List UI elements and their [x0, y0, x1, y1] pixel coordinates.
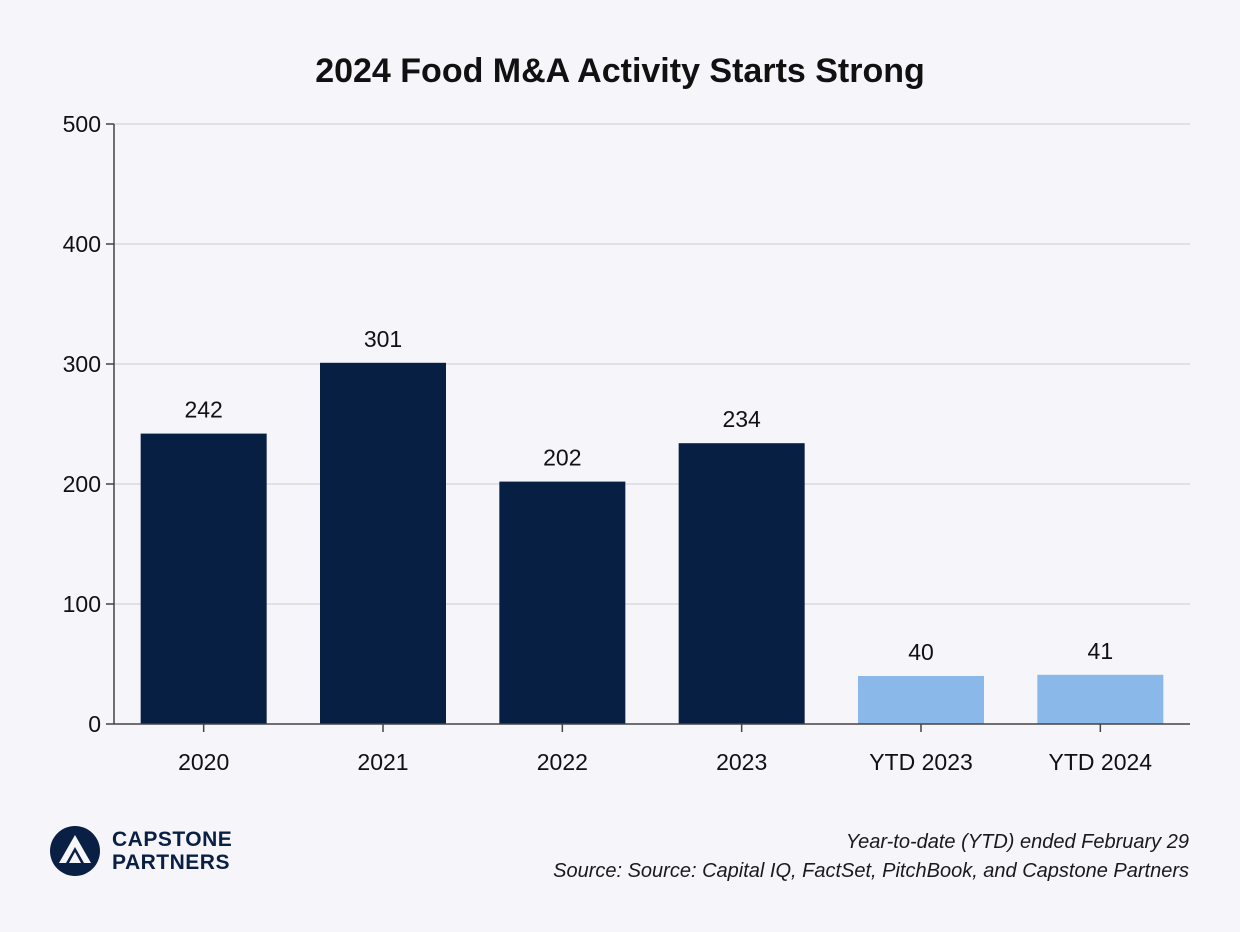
logo-line-1: CAPSTONE [112, 828, 233, 851]
x-tick-label: 2023 [716, 749, 767, 775]
bar-2023 [678, 443, 805, 724]
grid-lines [114, 123, 1190, 605]
data-label: 40 [908, 639, 934, 665]
footnote-source: Source: Source: Capital IQ, FactSet, Pit… [553, 860, 1189, 882]
bars [140, 362, 1164, 724]
footnotes: Year-to-date (YTD) ended February 29 Sou… [553, 828, 1189, 886]
bar-2022 [499, 481, 626, 724]
data-label: 242 [184, 397, 222, 423]
x-axis-ticks: 2020 2021 2022 2023 YTD 2023 YTD 2024 [178, 724, 1152, 775]
x-tick-label: YTD 2023 [869, 749, 973, 775]
y-tick-label: 0 [88, 711, 101, 737]
capstone-mountain-icon [50, 826, 100, 876]
x-tick-label: 2020 [178, 749, 229, 775]
x-tick-label: YTD 2024 [1049, 749, 1153, 775]
x-tick-label: 2022 [537, 749, 588, 775]
y-tick-label: 200 [63, 471, 101, 497]
y-tick-label: 400 [63, 231, 101, 257]
x-tick-label: 2021 [357, 749, 408, 775]
bar-2020 [140, 433, 267, 724]
y-tick-label: 500 [63, 111, 101, 137]
bar-2021 [320, 362, 446, 724]
y-tick-label: 300 [63, 351, 101, 377]
footnote-ytd: Year-to-date (YTD) ended February 29 [845, 831, 1189, 853]
capstone-logo: CAPSTONE PARTNERS [50, 826, 232, 876]
logo-line-2: PARTNERS [112, 851, 230, 874]
logo-wordmark: CAPSTONE PARTNERS [112, 828, 232, 874]
y-tick-label: 100 [63, 591, 101, 617]
data-label: 234 [722, 406, 761, 432]
data-label: 301 [364, 326, 402, 352]
data-label: 41 [1088, 638, 1114, 664]
y-axis-ticks: 0 100 200 300 400 500 [63, 111, 114, 737]
data-label: 202 [543, 445, 581, 471]
bar-ytd-2024 [1037, 674, 1164, 724]
bar-ytd-2023 [858, 676, 984, 724]
data-labels: 242 301 202 234 40 41 [184, 326, 1113, 665]
chart-title: 2024 Food M&A Activity Starts Strong [315, 52, 925, 90]
